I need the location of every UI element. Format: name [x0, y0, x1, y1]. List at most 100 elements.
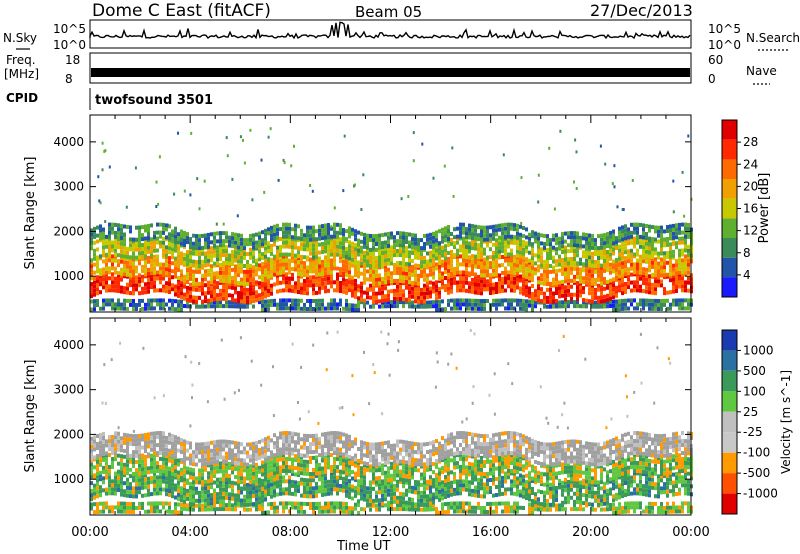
- power-cell: [222, 266, 225, 271]
- power-cell: [366, 287, 369, 292]
- power-cell: [594, 252, 597, 256]
- power-cell: [342, 289, 345, 294]
- power-cell: [321, 277, 324, 282]
- power-cell: [456, 270, 459, 275]
- velocity-cell: [198, 498, 201, 503]
- power-cell: [246, 299, 249, 304]
- power-cell: [441, 259, 444, 264]
- power-cell: [405, 285, 408, 290]
- velocity-cell: [138, 459, 141, 464]
- velocity-cell: [201, 486, 204, 491]
- velocity-cell: [126, 449, 129, 454]
- power-cell: [504, 234, 507, 239]
- power-cell: [420, 291, 423, 296]
- velocity-cell: [198, 502, 201, 507]
- power-cell: [288, 288, 291, 293]
- power-cell: [648, 286, 651, 291]
- power-cell: [396, 300, 399, 305]
- power-cell: [579, 289, 582, 294]
- power-cell: [210, 240, 213, 245]
- velocity-cell: [234, 457, 237, 462]
- power-cell: [354, 265, 357, 269]
- power-cell: [564, 253, 567, 258]
- power-cell: [465, 306, 468, 311]
- power-cell: [282, 306, 285, 311]
- power-cell: [627, 259, 630, 264]
- velocity-cell: [255, 449, 258, 453]
- power-cell: [96, 287, 99, 292]
- power-cell: [153, 276, 156, 281]
- power-cell: [642, 277, 645, 282]
- power-cell: [597, 234, 600, 239]
- power-cell: [399, 300, 402, 305]
- velocity-cell: [279, 471, 282, 476]
- power-cell: [561, 271, 564, 276]
- power-cell: [471, 264, 474, 268]
- freq-tick-low: 8: [65, 72, 73, 86]
- power-cell: [375, 247, 378, 252]
- power-cell: [306, 291, 309, 296]
- power-cell: [102, 285, 105, 290]
- power-cell: [672, 277, 675, 282]
- power-cell: [501, 271, 504, 275]
- velocity-cell: [279, 479, 282, 484]
- power-cell: [351, 275, 354, 280]
- power-cell: [396, 253, 399, 257]
- power-cell: [93, 307, 96, 312]
- power-cell: [216, 261, 219, 266]
- power-cell: [468, 271, 471, 276]
- power-cell: [360, 249, 363, 254]
- power-cell: [219, 300, 222, 305]
- power-cell: [276, 235, 279, 240]
- power-cell: [333, 298, 336, 303]
- power-cell: [525, 271, 528, 276]
- power-cell: [363, 298, 366, 303]
- power-cell: [471, 281, 474, 286]
- velocity-cell: [225, 451, 228, 456]
- power-cell: [102, 306, 105, 311]
- velocity-cell: [300, 501, 303, 506]
- power-cell: [549, 287, 552, 292]
- power-cell: [474, 232, 477, 237]
- power-cell: [561, 262, 564, 266]
- power-cell: [297, 268, 300, 273]
- velocity-cell: [126, 481, 129, 486]
- power-cell: [360, 261, 363, 266]
- power-cell: [549, 242, 552, 247]
- power-cell: [603, 304, 606, 309]
- velocity-cell: [153, 483, 156, 488]
- velocity-cell: [135, 494, 138, 499]
- power-cell: [138, 291, 141, 296]
- velocity-cell: [309, 502, 312, 506]
- velocity-cell: [123, 436, 126, 441]
- velocity-cell: [174, 447, 177, 452]
- power-cell: [363, 232, 366, 237]
- power-cell: [468, 263, 471, 268]
- power-cell: [420, 238, 423, 243]
- velocity-cell: [252, 457, 255, 462]
- power-cell: [189, 276, 192, 281]
- power-cell: [618, 270, 621, 275]
- power-cell: [513, 258, 516, 263]
- power-cell: [663, 265, 666, 270]
- power-speck: [196, 177, 199, 181]
- power-cell: [345, 290, 348, 295]
- power-cell: [234, 250, 237, 255]
- power-cell: [444, 288, 447, 292]
- power-cell: [237, 233, 240, 238]
- power-cell: [552, 265, 555, 270]
- velocity-cell: [288, 475, 291, 480]
- power-cell: [654, 273, 657, 278]
- velocity-cell: [210, 440, 213, 445]
- power-cell: [255, 294, 258, 299]
- velocity-cell: [123, 440, 126, 445]
- power-cell: [441, 307, 444, 312]
- power-speck: [599, 144, 602, 148]
- power-cell: [549, 291, 552, 296]
- power-cell: [486, 265, 489, 270]
- power-cell: [249, 237, 252, 242]
- power-cell: [501, 227, 504, 232]
- power-cell: [600, 287, 603, 292]
- power-cell: [237, 273, 240, 278]
- power-cell: [450, 289, 453, 294]
